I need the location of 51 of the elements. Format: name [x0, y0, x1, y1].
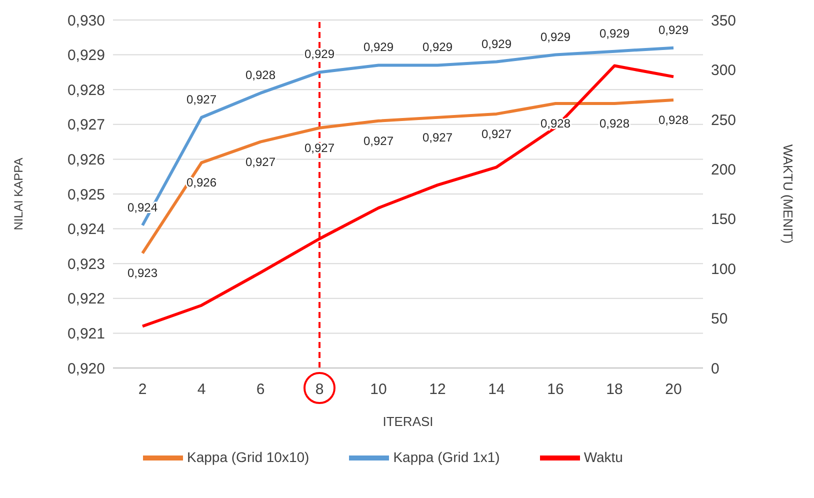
y-tick-label: 0,928: [67, 82, 105, 99]
y-axis-title: NILAI KAPPA: [11, 158, 26, 230]
x-tick-label: 4: [197, 381, 206, 398]
x-tick-label: 14: [488, 381, 505, 398]
x-tick-label: 12: [429, 381, 446, 398]
y-tick-label: 0,930: [67, 12, 105, 30]
x-tick-label: 6: [256, 381, 265, 398]
x-tick-label: 8: [315, 381, 324, 398]
data-label: 0,927: [422, 130, 453, 144]
x-tick-label: 10: [370, 381, 387, 398]
y-tick-label: 0,920: [67, 360, 105, 378]
y2-tick-label: 300: [711, 62, 736, 80]
data-label: 0,929: [658, 22, 689, 37]
data-label: 0,927: [186, 92, 217, 106]
data-label: 0,927: [363, 134, 394, 148]
y-tick-label: 0,922: [67, 290, 105, 308]
data-label: 0,927: [481, 126, 512, 141]
y2-tick-label: 0: [711, 360, 720, 378]
data-label: 0,929: [481, 36, 512, 51]
y-tick-label: 0,923: [67, 256, 105, 273]
data-label: 0,928: [245, 68, 276, 82]
y2-axis-title: WAKTU (MENIT): [780, 144, 796, 244]
y-tick-label: 0,926: [67, 152, 105, 169]
x-tick-label: 2: [138, 381, 147, 398]
y-tick-label: 0,927: [67, 116, 105, 134]
x-tick-label: 16: [547, 381, 564, 398]
x-tick-label: 20: [665, 381, 682, 398]
y2-tick-label: 150: [711, 211, 736, 228]
legend-label: Kappa (Grid 10x10): [187, 448, 310, 465]
x-axis-title: ITERASI: [382, 414, 434, 429]
y2-tick-label: 250: [711, 112, 736, 129]
data-label: 0,929: [422, 40, 453, 54]
legend-label: Waktu: [584, 448, 623, 465]
y-tick-label: 0,925: [67, 186, 105, 204]
data-label: 0,929: [363, 40, 394, 54]
y2-tick-label: 50: [711, 310, 728, 328]
y-tick-label: 0,921: [67, 326, 105, 343]
legend-label: Kappa (Grid 1x1): [393, 448, 500, 465]
y2-tick-label: 100: [711, 260, 736, 278]
data-label: 0,927: [304, 140, 335, 155]
data-label: 0,923: [127, 266, 158, 280]
data-label: 0,929: [599, 26, 630, 40]
y2-tick-label: 350: [711, 12, 736, 30]
x-tick-label: 18: [606, 381, 623, 398]
y-tick-label: 0,929: [67, 47, 105, 64]
data-label: 0,929: [540, 30, 571, 44]
data-label: 0,928: [658, 113, 689, 128]
data-label: 0,928: [599, 116, 630, 131]
data-label: 0,927: [245, 154, 276, 169]
y2-tick-label: 200: [711, 161, 736, 178]
y-tick-label: 0,924: [67, 221, 105, 238]
